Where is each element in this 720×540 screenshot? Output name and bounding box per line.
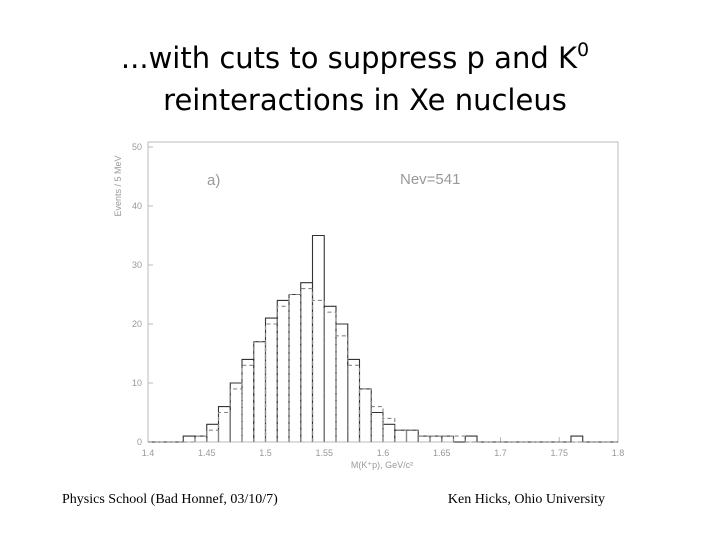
histogram-bin <box>276 299 290 442</box>
x-tick-label: 1.65 <box>433 448 451 458</box>
histogram-bin <box>217 411 231 442</box>
histogram-bin <box>370 411 384 442</box>
histogram-bin <box>394 429 408 442</box>
histogram-bin <box>241 358 255 442</box>
annotation: Nev=541 <box>400 171 460 188</box>
histogram-bin <box>264 323 278 442</box>
histogram-bin <box>323 311 337 442</box>
histogram-bin <box>288 293 302 442</box>
histogram-bin <box>405 429 419 442</box>
histogram-bin <box>405 429 419 442</box>
x-tick-label: 1.75 <box>550 448 568 458</box>
x-tick-label: 1.45 <box>198 448 216 458</box>
histogram-bin <box>441 435 455 442</box>
histogram-bin <box>217 406 231 442</box>
histogram-bin <box>429 435 443 442</box>
histogram-bin <box>206 423 220 442</box>
histogram-bin <box>229 388 243 442</box>
histogram-bin <box>323 305 337 442</box>
histogram-bin <box>194 435 208 442</box>
histogram-bin <box>206 429 220 442</box>
histogram-bin <box>300 282 314 442</box>
x-tick-label: 1.6 <box>377 448 390 458</box>
histogram-bin <box>347 358 361 442</box>
title-line: ...with cuts to suppress p and K0 <box>121 39 589 75</box>
histogram-bin <box>288 293 302 442</box>
x-tick-label: 1.8 <box>612 448 625 458</box>
y-tick-label: 30 <box>132 260 142 270</box>
x-axis-label: M(K⁺p), GeV/c² <box>351 460 413 470</box>
histogram-bin <box>570 435 584 442</box>
histogram-bin <box>429 435 443 442</box>
histogram-bin <box>229 382 243 442</box>
y-tick-label: 40 <box>132 201 142 211</box>
y-tick-label: 20 <box>132 319 142 329</box>
histogram-bin <box>311 299 325 442</box>
y-tick-label: 50 <box>132 142 142 152</box>
title-text: ...with cuts to suppress p and K <box>121 41 578 75</box>
histogram-bin <box>194 435 208 442</box>
y-tick-label: 0 <box>137 437 142 447</box>
title-superscript: 0 <box>577 39 589 61</box>
histogram-bin <box>358 388 372 442</box>
histogram-bin <box>358 388 372 442</box>
histogram-bin <box>300 288 314 442</box>
histogram-bin <box>276 305 290 442</box>
histogram-bin <box>441 435 455 442</box>
histogram-bin <box>370 406 384 442</box>
title-line: reinteractions in Xe nucleus <box>163 83 567 117</box>
footer-left: Physics School (Bad Honnef, 03/10/7) <box>62 492 278 507</box>
y-tick-label: 10 <box>132 378 142 388</box>
histogram-bin <box>335 335 349 442</box>
x-tick-label: 1.55 <box>315 448 333 458</box>
x-tick-label: 1.7 <box>494 448 507 458</box>
histogram-bin <box>311 234 325 442</box>
histogram-bin <box>464 435 478 442</box>
y-axis-label: Events / 5 MeV <box>113 155 123 216</box>
histogram-bin <box>417 435 431 442</box>
x-tick-label: 1.4 <box>142 448 155 458</box>
histogram-bin <box>382 417 396 442</box>
histogram-bin <box>452 435 466 442</box>
histogram-bin <box>417 435 431 442</box>
histogram-bin <box>382 423 396 442</box>
x-tick-label: 1.5 <box>259 448 272 458</box>
histogram-bin <box>241 364 255 442</box>
annotation: a) <box>207 172 220 189</box>
histogram-bin <box>182 435 196 442</box>
histogram-bin <box>394 429 408 442</box>
histogram-bin <box>335 323 349 442</box>
footer-right: Ken Hicks, Ohio University <box>448 492 605 507</box>
histogram-bin <box>253 341 267 442</box>
histogram-bin <box>347 364 361 442</box>
histogram-bin <box>253 341 267 442</box>
histogram-bin <box>264 317 278 442</box>
